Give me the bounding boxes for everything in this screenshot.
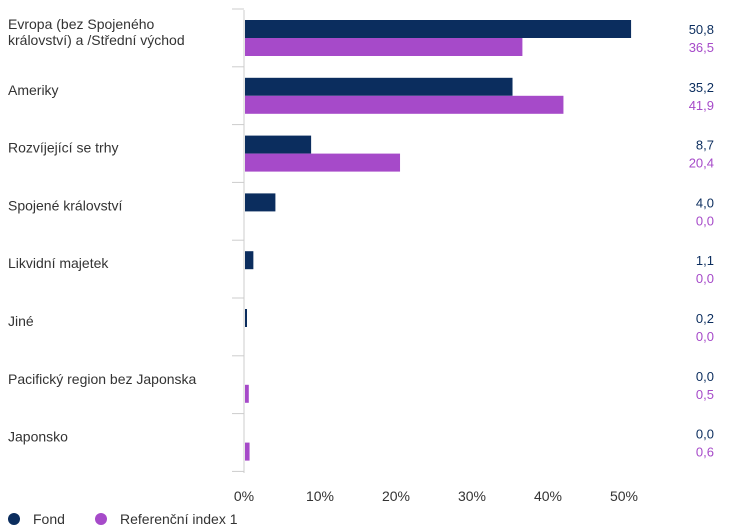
legend-marker — [8, 513, 20, 525]
category-label-line: království) a /Střední východ — [8, 32, 185, 48]
category-label-line: Evropa (bez Spojeného — [8, 16, 155, 32]
bar-index — [245, 442, 250, 461]
legend-label: Referenční index 1 — [120, 511, 238, 527]
category-label-line: Likvidní majetek — [8, 255, 109, 271]
value-label: 0,0 — [696, 271, 714, 286]
bar-fond — [245, 135, 312, 154]
category-label: Likvidní majetek — [8, 255, 109, 271]
value-label: 35,2 — [689, 80, 714, 95]
category-label: Pacifický region bez Japonska — [8, 371, 197, 387]
category-label-line: Spojené království — [8, 197, 123, 213]
value-label: 0,0 — [696, 369, 714, 384]
category-label-line: Rozvíjející se trhy — [8, 140, 118, 156]
legend: Fond Referenční index 1 — [8, 511, 238, 527]
category-separators — [232, 8, 244, 472]
bar-index — [245, 38, 523, 56]
x-tick-label: 20% — [382, 488, 410, 504]
x-tick-label: 40% — [534, 488, 562, 504]
bars — [245, 20, 632, 461]
value-label: 8,7 — [696, 138, 714, 153]
bar-fond — [245, 77, 513, 96]
bar-index — [245, 95, 564, 114]
category-label-line: Ameriky — [8, 82, 59, 98]
category-label-line: Jiné — [8, 313, 34, 329]
value-label: 0,0 — [696, 213, 714, 228]
x-axis-ticks: 0% 10% 20% 30% 40% 50% — [234, 488, 638, 504]
x-tick-label: 10% — [306, 488, 334, 504]
value-label: 0,6 — [696, 445, 714, 460]
category-label-line: Pacifický region bez Japonska — [8, 371, 197, 387]
value-label: 50,8 — [689, 22, 714, 37]
bar-fond — [245, 251, 254, 270]
bar-fond — [245, 20, 632, 38]
value-label: 0,0 — [696, 427, 714, 442]
value-label: 0,0 — [696, 329, 714, 344]
value-label: 1,1 — [696, 253, 714, 268]
value-label: 20,4 — [689, 156, 714, 171]
x-tick-label: 30% — [458, 488, 486, 504]
legend-marker — [95, 513, 107, 525]
bar-index — [245, 153, 401, 172]
value-label: 36,5 — [689, 40, 714, 55]
category-label: Ameriky — [8, 82, 59, 98]
category-label: Evropa (bez Spojeného království) a /Stře… — [8, 16, 185, 48]
category-label: Jiné — [8, 313, 34, 329]
value-label: 4,0 — [696, 195, 714, 210]
bar-fond — [245, 193, 276, 212]
x-tick-label: 0% — [234, 488, 254, 504]
x-tick-label: 50% — [610, 488, 638, 504]
value-label: 0,2 — [696, 311, 714, 326]
bar-index — [245, 384, 249, 403]
value-label: 41,9 — [689, 98, 714, 113]
bar-fond — [245, 309, 247, 327]
value-label: 0,5 — [696, 387, 714, 402]
category-label-line: Japonsko — [8, 429, 68, 445]
category-label: Japonsko — [8, 429, 68, 445]
category-label: Rozvíjející se trhy — [8, 140, 118, 156]
category-label: Spojené království — [8, 197, 123, 213]
value-labels: 50,8 36,5 35,2 41,9 8,7 20,4 4,0 0,0 1,1 0,0 0,2 0,… — [689, 22, 714, 460]
category-labels: Evropa (bez Spojeného království) a /Stře… — [8, 16, 197, 445]
legend-label: Fond — [33, 511, 65, 527]
